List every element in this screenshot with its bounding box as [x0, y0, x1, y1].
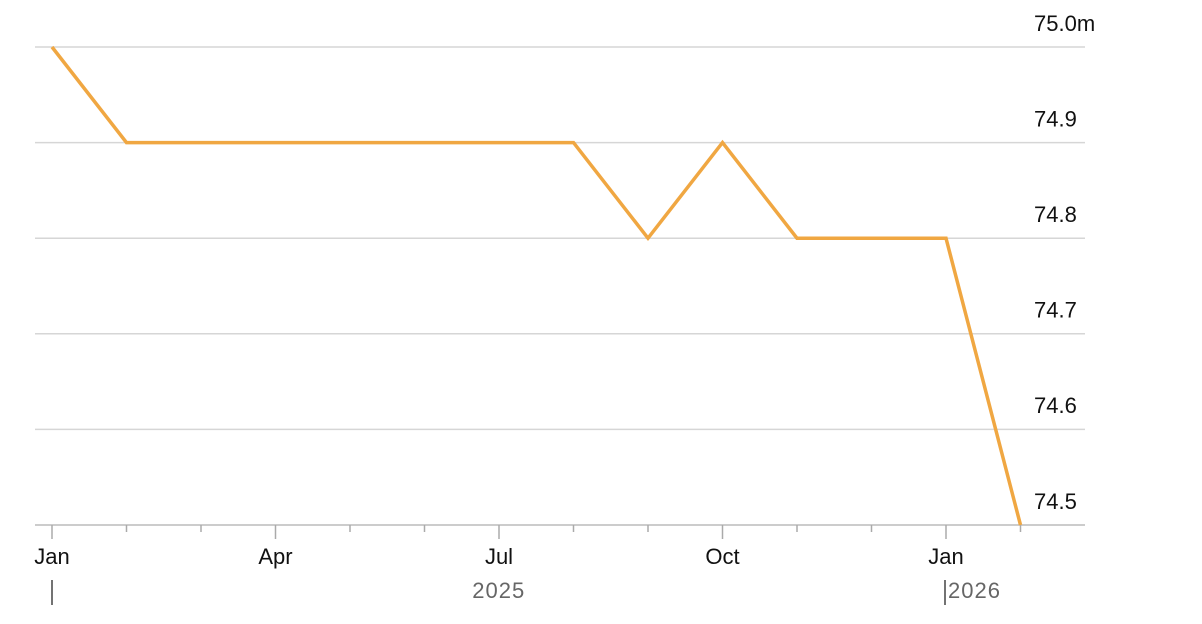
y-tick-label: 74.6: [1034, 393, 1077, 418]
y-tick-label: 74.9: [1034, 106, 1077, 131]
x-tick-label: Oct: [705, 544, 739, 569]
data-line: [50, 45, 1023, 526]
x-tick-label: Jul: [485, 544, 513, 569]
x-tick-label: Jan: [928, 544, 963, 569]
y-tick-label: 74.8: [1034, 202, 1077, 227]
x-tick-label: Apr: [258, 544, 292, 569]
y-tick-label: 74.5: [1034, 489, 1077, 514]
y-tick-label: 74.7: [1034, 298, 1077, 323]
y-tick-label: 75.0m: [1034, 11, 1095, 36]
year-label: 2025: [472, 578, 525, 603]
year-label: 2026: [948, 578, 1001, 603]
x-tick-label: Jan: [34, 544, 69, 569]
